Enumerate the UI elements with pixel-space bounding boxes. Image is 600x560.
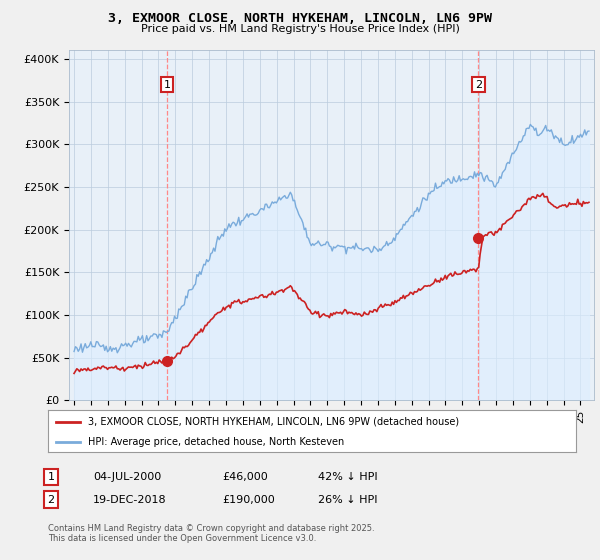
Text: HPI: Average price, detached house, North Kesteven: HPI: Average price, detached house, Nort… (88, 437, 344, 447)
Text: 19-DEC-2018: 19-DEC-2018 (93, 494, 167, 505)
Text: 1: 1 (47, 472, 55, 482)
Text: Contains HM Land Registry data © Crown copyright and database right 2025.
This d: Contains HM Land Registry data © Crown c… (48, 524, 374, 543)
Text: Price paid vs. HM Land Registry's House Price Index (HPI): Price paid vs. HM Land Registry's House … (140, 24, 460, 34)
Text: 3, EXMOOR CLOSE, NORTH HYKEHAM, LINCOLN, LN6 9PW (detached house): 3, EXMOOR CLOSE, NORTH HYKEHAM, LINCOLN,… (88, 417, 459, 427)
Text: 1: 1 (163, 80, 170, 90)
Text: 2: 2 (47, 494, 55, 505)
Text: 2: 2 (475, 80, 482, 90)
Text: £46,000: £46,000 (222, 472, 268, 482)
Text: 26% ↓ HPI: 26% ↓ HPI (318, 494, 377, 505)
Text: 42% ↓ HPI: 42% ↓ HPI (318, 472, 377, 482)
Text: £190,000: £190,000 (222, 494, 275, 505)
Text: 3, EXMOOR CLOSE, NORTH HYKEHAM, LINCOLN, LN6 9PW: 3, EXMOOR CLOSE, NORTH HYKEHAM, LINCOLN,… (108, 12, 492, 25)
Text: 04-JUL-2000: 04-JUL-2000 (93, 472, 161, 482)
